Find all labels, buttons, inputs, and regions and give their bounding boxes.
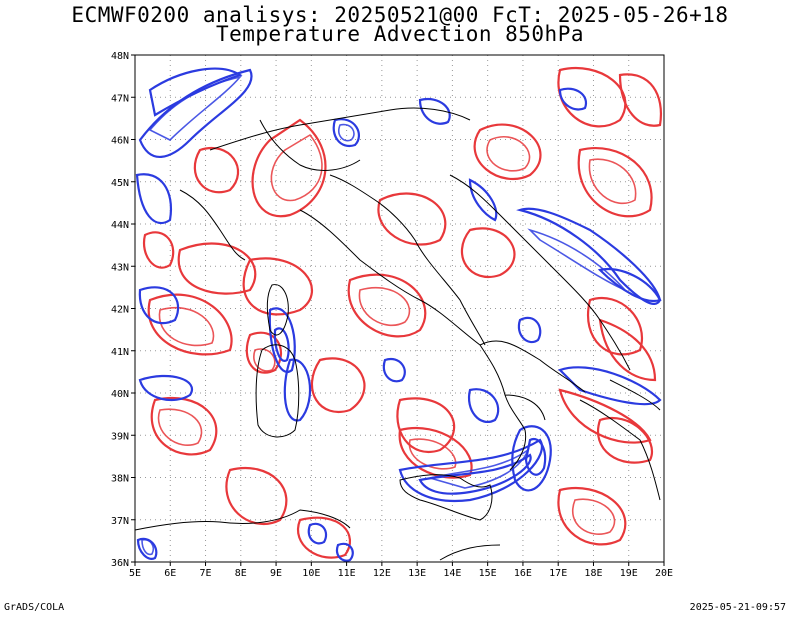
lon-tick-label: 5E (129, 568, 141, 579)
lat-tick-label: 43N (111, 262, 129, 273)
axis-labels: 5E 6E 7E 8E 9E 10E 11E 12E 13E 14E 15E 16E 17E 18E 19E… (111, 51, 673, 579)
lat-tick-label: 47N (111, 93, 129, 104)
lon-tick-label: 18E (584, 568, 602, 579)
cold-advection-contours (135, 67, 662, 562)
lat-tick-label: 39N (111, 431, 129, 442)
lon-tick-label: 10E (302, 568, 320, 579)
lon-tick-label: 16E (514, 568, 532, 579)
chart-subtitle: Temperature Advection 850hPa (215, 22, 584, 46)
lon-tick-label: 11E (338, 568, 356, 579)
lon-tick-label: 8E (235, 568, 247, 579)
lon-tick-label: 6E (164, 568, 176, 579)
chart-title: ECMWF0200 analisys: 20250521@00 FcT: 202… (71, 3, 729, 27)
lat-tick-label: 38N (111, 474, 129, 485)
map-frame (134, 54, 665, 563)
lon-tick-label: 13E (408, 568, 426, 579)
lat-tick-label: 44N (111, 220, 129, 231)
lon-tick-label: 20E (655, 568, 673, 579)
lat-tick-label: 42N (111, 305, 129, 316)
footer-timestamp: 2025-05-21-09:57 (689, 602, 786, 613)
lat-tick-label: 48N (111, 51, 129, 62)
lon-tick-label: 7E (200, 568, 212, 579)
lat-tick-label: 40N (111, 389, 129, 400)
lat-tick-label: 36N (111, 558, 129, 569)
warm-advection-contours (142, 67, 663, 559)
coastlines (135, 107, 661, 561)
footer-software: GrADS/COLA (4, 602, 65, 613)
lat-tick-label: 41N (111, 347, 129, 358)
lon-tick-label: 12E (373, 568, 391, 579)
lat-tick-label: 45N (111, 178, 129, 189)
lon-tick-label: 15E (479, 568, 497, 579)
lon-tick-label: 9E (270, 568, 282, 579)
lon-tick-label: 17E (549, 568, 567, 579)
advection-contours (135, 67, 663, 562)
lon-tick-label: 14E (443, 568, 461, 579)
lat-tick-label: 46N (111, 136, 129, 147)
lon-tick-label: 19E (620, 568, 638, 579)
lat-tick-label: 37N (111, 516, 129, 527)
